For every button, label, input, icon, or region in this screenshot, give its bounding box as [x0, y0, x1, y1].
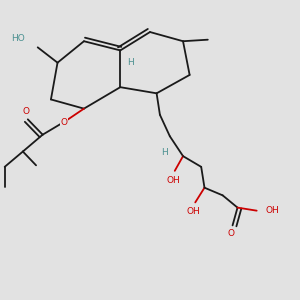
Text: OH: OH: [166, 176, 180, 184]
Text: OH: OH: [266, 206, 280, 215]
Text: O: O: [61, 118, 68, 127]
Text: H: H: [127, 58, 134, 67]
Text: O: O: [23, 107, 30, 116]
Text: HO: HO: [11, 34, 25, 43]
Text: O: O: [227, 229, 234, 238]
Text: OH: OH: [187, 207, 200, 216]
Text: H: H: [161, 148, 168, 157]
